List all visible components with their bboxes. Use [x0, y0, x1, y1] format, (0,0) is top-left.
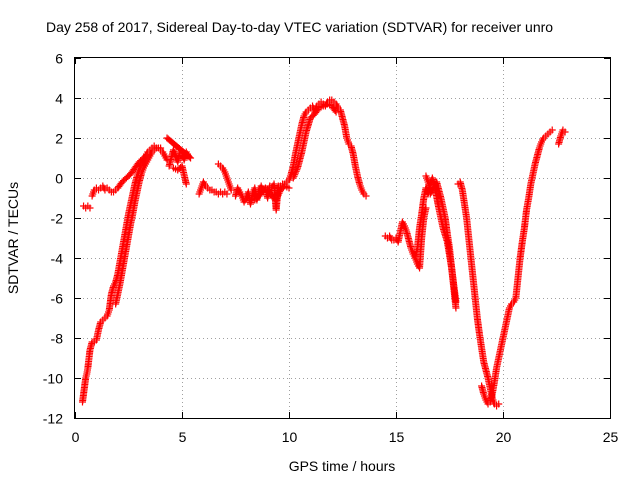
y-tick-label: 6 [55, 51, 63, 67]
data-point [86, 204, 94, 212]
data-point [331, 107, 339, 114]
x-axis-label: GPS time / hours [289, 458, 396, 474]
data-point [157, 144, 165, 152]
tick-labels: 0 5 10 15 20 25 -12 -10 -8 -6 -4 -2 0 2 4 6 [43, 51, 619, 446]
data-point [292, 167, 300, 175]
data-point [182, 180, 190, 188]
data-point [274, 191, 282, 199]
data-point [452, 298, 460, 306]
y-tick-label: -8 [51, 331, 64, 347]
data-point [291, 169, 299, 177]
data-point [227, 186, 235, 194]
x-tick-label: 0 [72, 429, 80, 445]
data-point [163, 134, 171, 142]
data-point [164, 135, 172, 143]
data-point [362, 192, 370, 200]
data-point [548, 126, 556, 134]
y-tick-label: -10 [43, 371, 63, 387]
x-tick-label: 15 [389, 429, 405, 445]
data-point [332, 108, 340, 116]
data-point [272, 196, 280, 204]
x-tick-label: 10 [282, 429, 298, 445]
data-point [223, 190, 231, 198]
data-point [289, 174, 297, 182]
y-tick-label: -6 [51, 291, 64, 307]
data-point [274, 193, 282, 201]
y-tick-label: 0 [55, 171, 63, 187]
data-point [291, 171, 299, 179]
axis-ticks [75, 58, 611, 419]
data-point [273, 194, 281, 202]
plot-frame [74, 57, 611, 419]
y-tick-label: 4 [55, 91, 63, 107]
y-tick-label: 2 [55, 131, 63, 147]
y-tick-label: -2 [51, 211, 64, 227]
data-point [561, 128, 569, 136]
x-tick-label: 5 [179, 429, 187, 445]
data-point [293, 166, 301, 174]
x-tick-label: 20 [496, 429, 512, 445]
data-point [495, 400, 503, 408]
data-points [78, 96, 569, 410]
x-tick-label: 25 [603, 429, 619, 445]
data-point [285, 184, 293, 192]
data-point [426, 184, 434, 192]
data-point [258, 188, 266, 195]
data-point [452, 304, 460, 312]
data-point [275, 189, 283, 197]
data-point [290, 172, 298, 180]
y-axis-label: SDTVAR / TECUs [5, 182, 21, 294]
y-tick-label: -12 [43, 411, 63, 427]
y-tick-label: -4 [51, 251, 64, 267]
chart-title: Day 258 of 2017, Sidereal Day-to-day VTE… [46, 19, 553, 35]
